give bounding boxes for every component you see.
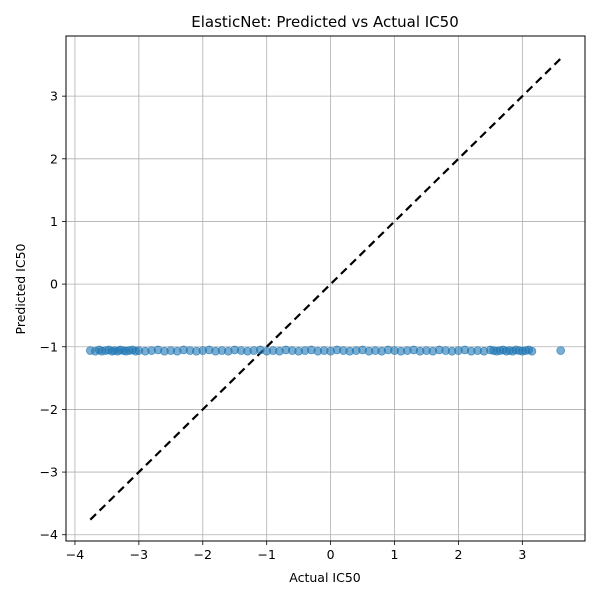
reference-line: [89, 57, 562, 521]
y-tick-label: 0: [50, 277, 58, 292]
x-tick-label: −1: [257, 547, 275, 562]
y-tick-label: −4: [40, 527, 58, 542]
x-axis-ticks: −4 −3 −2 −1 0 1 2 3: [66, 541, 526, 562]
y-axis-label: Predicted IC50: [13, 243, 28, 334]
y-tick-label: −2: [40, 402, 58, 417]
x-tick-label: −4: [66, 547, 84, 562]
x-tick-label: 2: [454, 547, 462, 562]
data-point: [556, 346, 566, 355]
x-tick-label: 0: [327, 547, 335, 562]
y-tick-label: 1: [50, 214, 58, 229]
plot-frame: [65, 35, 586, 542]
x-tick-label: 3: [518, 547, 526, 562]
data-point: [527, 346, 537, 356]
x-tick-label: 1: [391, 547, 399, 562]
reference-line-group: [89, 57, 562, 521]
y-tick-label: 2: [50, 151, 58, 166]
data-points: [85, 345, 566, 356]
x-tick-label: −3: [130, 547, 148, 562]
x-tick-label: −2: [194, 547, 212, 562]
y-axis-ticks: −4 −3 −2 −1 0 1 2 3: [40, 89, 66, 542]
x-axis-label: Actual IC50: [289, 570, 361, 585]
y-tick-label: −1: [40, 339, 58, 354]
chart-title: ElasticNet: Predicted vs Actual IC50: [191, 13, 459, 31]
y-tick-label: −3: [40, 465, 58, 480]
y-tick-label: 3: [50, 89, 58, 104]
